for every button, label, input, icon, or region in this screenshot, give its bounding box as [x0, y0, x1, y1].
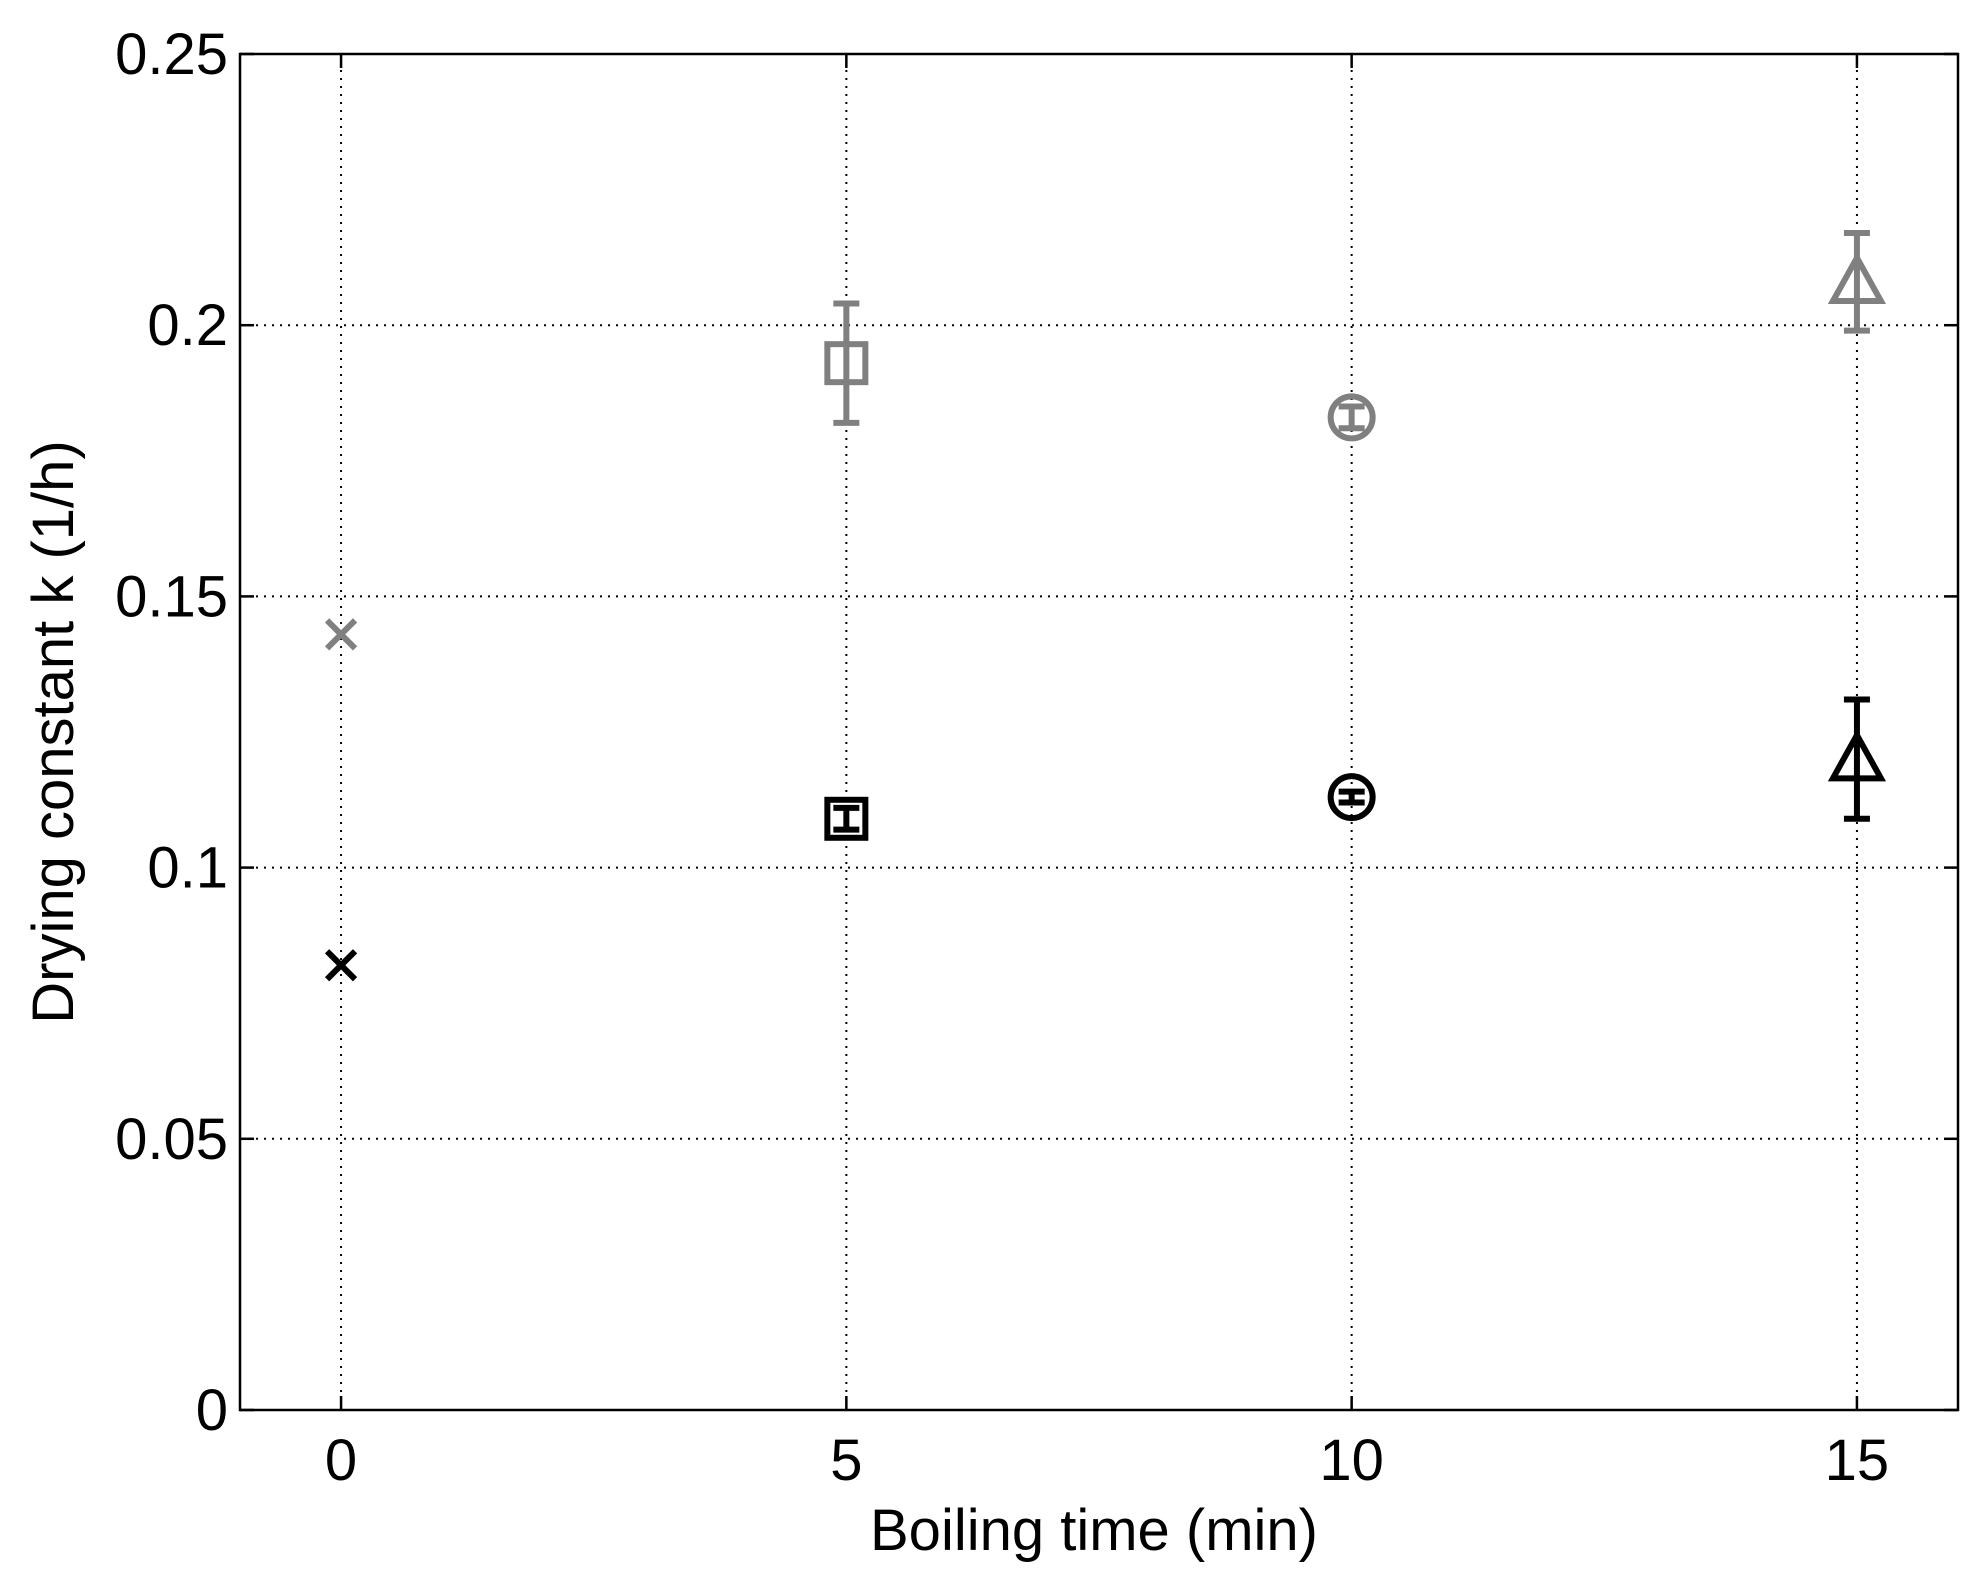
- y-tick-label: 0: [196, 1378, 228, 1443]
- x-tick-label: 5: [830, 1428, 862, 1493]
- data-point: [824, 796, 869, 841]
- y-tick-label: 0.2: [147, 293, 228, 358]
- plot-area-frame: [238, 52, 1960, 1412]
- triangle-marker: [1827, 728, 1887, 782]
- data-point: [1327, 773, 1376, 822]
- y-tick-label: 0.25: [115, 22, 228, 87]
- data-point: [1827, 696, 1887, 822]
- circle-marker: [1327, 773, 1376, 822]
- y-tick-label: 0.15: [115, 564, 228, 629]
- data-layer: [324, 229, 1887, 982]
- x-marker-stroke: [324, 618, 358, 651]
- y-axis-label: Drying constant k (1/h): [21, 440, 86, 1023]
- data-point: [824, 300, 869, 426]
- x-tick-label: 0: [325, 1428, 357, 1493]
- x-tick-label: 15: [1825, 1428, 1890, 1493]
- x-marker-stroke: [324, 949, 358, 982]
- label-layer: 0 5 10 15 0 0.05 0.1 0.15 0.2 0.25: [115, 22, 1889, 1493]
- triangle-marker: [1827, 251, 1887, 305]
- data-point: [324, 949, 358, 982]
- y-tick-label: 0.1: [147, 836, 228, 901]
- y-tick-label: 0.05: [115, 1107, 228, 1172]
- circle-marker: [1327, 393, 1376, 442]
- data-point: [1327, 393, 1376, 442]
- data-point: [1827, 229, 1887, 334]
- data-point: [324, 618, 358, 651]
- x-axis-label: Boiling time (min): [870, 1498, 1318, 1563]
- x-tick-label: 10: [1319, 1428, 1384, 1493]
- square-marker: [824, 341, 869, 386]
- square-marker: [824, 796, 869, 841]
